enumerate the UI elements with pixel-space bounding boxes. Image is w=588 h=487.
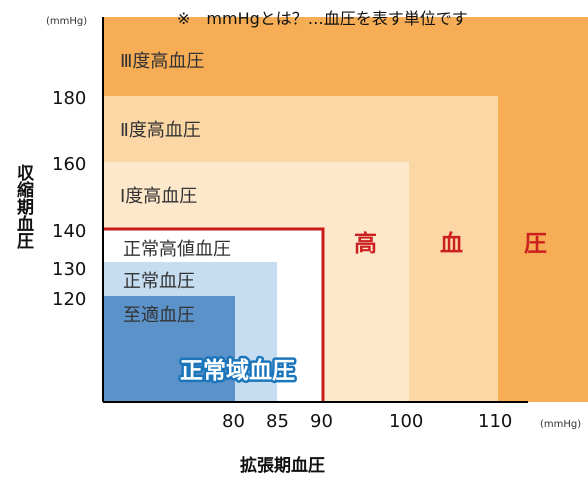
y-tick-160: 160 <box>52 154 86 175</box>
zone-label-grade3: Ⅲ度高血圧 <box>120 51 204 72</box>
y-tick-130: 130 <box>52 259 86 280</box>
hypertension-label-char-1: 高 <box>354 230 377 257</box>
y-axis-title: 収縮期血圧 <box>13 164 34 250</box>
x-tick-110: 110 <box>478 411 512 432</box>
x-axis-unit: (mmHg) <box>540 419 581 430</box>
y-tick-180: 180 <box>52 88 86 109</box>
x-tick-90: 90 <box>310 411 333 432</box>
x-tick-85: 85 <box>266 411 289 432</box>
zone-label-grade2: Ⅱ度高血圧 <box>120 120 201 141</box>
normal-range-label: 正常域血圧 <box>180 357 295 384</box>
x-tick-100: 100 <box>389 411 423 432</box>
x-tick-80: 80 <box>222 411 245 432</box>
y-tick-120: 120 <box>52 289 86 310</box>
hypertension-label-char-2: 血 <box>440 230 463 257</box>
zone-label-normal: 正常血圧 <box>123 271 195 292</box>
y-axis-unit: (mmHg) <box>46 16 87 27</box>
zone-label-grade1: Ⅰ度高血圧 <box>120 186 197 207</box>
y-tick-140: 140 <box>52 221 86 242</box>
zone-label-high-normal: 正常高値血圧 <box>123 239 231 260</box>
x-axis-title: 拡張期血圧 <box>240 455 325 476</box>
unit-explanation-note: ※ mmHgとは？…血圧を表す単位です <box>177 9 468 28</box>
zone-label-optimal: 至適血圧 <box>123 305 195 326</box>
hypertension-label-char-3: 圧 <box>524 231 547 257</box>
